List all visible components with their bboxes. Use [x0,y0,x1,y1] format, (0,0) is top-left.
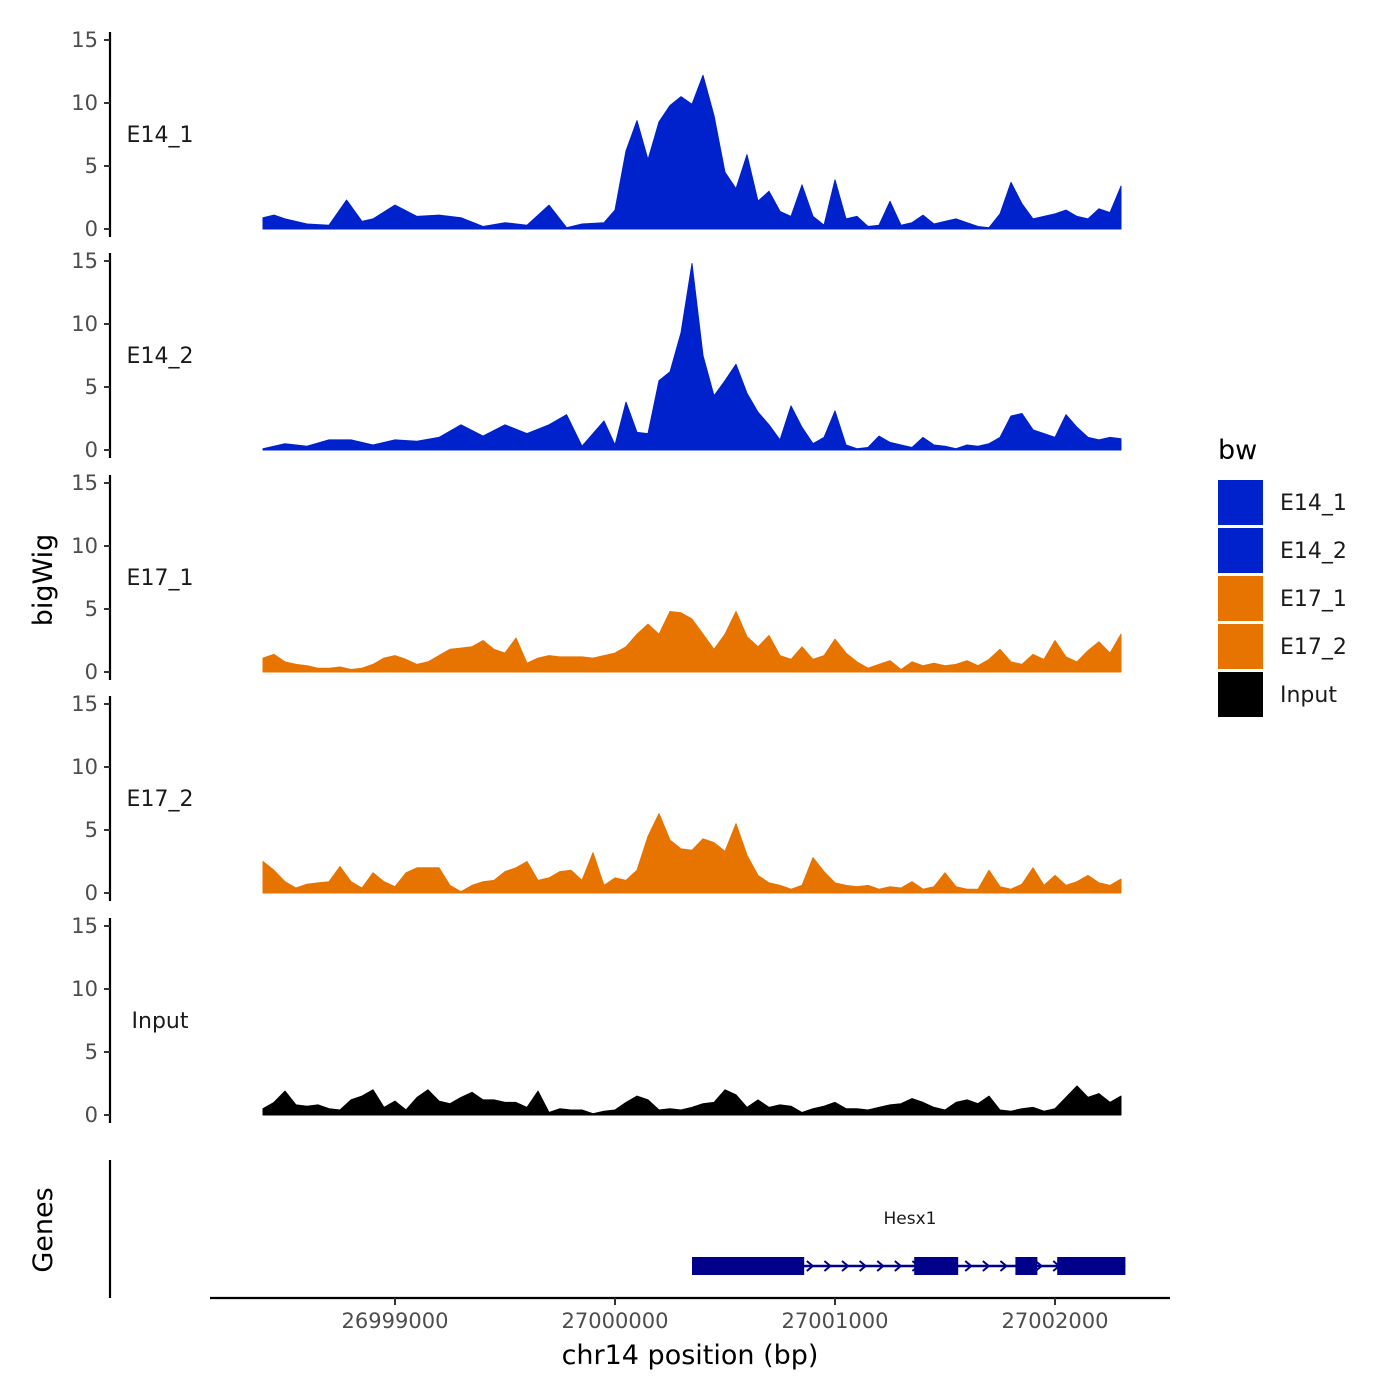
strand-chevron [999,1260,1008,1272]
legend-swatch [1218,624,1263,669]
track-label: E14_2 [127,344,194,369]
track-e17-2: 0 5 10 15 E17_2 [71,692,1122,905]
x-tick-label: 27001000 [782,1309,889,1333]
track-e17-1: 0 5 10 15 E17_1 [71,471,1122,684]
track-e14-1: 0 5 10 15 E14_1 [71,28,1122,241]
coverage-area [262,611,1122,673]
coverage-area [262,263,1122,451]
track-e14-2: 0 5 10 15 E14_2 [71,249,1122,462]
track-input: 0 5 10 15 Input [71,914,1122,1127]
coverage-tracks: 0 5 10 15 E14_1 0 5 10 15 E14_2 0 5 10 15 E17_1 0 5 10 15 E… [71,28,1122,1127]
strand-chevron [982,1260,991,1272]
gene-exon [692,1257,805,1275]
strand-chevron [1034,1260,1044,1272]
legend-swatch [1218,480,1263,525]
legend-label: Input [1280,683,1337,708]
y-axis-title: bigWig [28,534,59,627]
y-tick-label: 15 [71,692,98,716]
y-tick-label: 5 [85,375,98,399]
y-tick-label: 0 [85,1103,98,1127]
legend-swatch [1218,672,1263,717]
y-tick-label: 5 [85,154,98,178]
y-tick-label: 10 [71,534,98,558]
x-axis: 26999000 27000000 27001000 27002000 [210,1296,1170,1333]
legend-swatch [1218,576,1263,621]
strand-chevron [964,1260,973,1272]
track-label: E14_1 [127,123,194,148]
y-tick-label: 10 [71,312,98,336]
legend-title: bw [1218,435,1257,466]
coverage-area [262,1085,1122,1116]
strand-chevron [858,1260,868,1272]
y-tick-label: 5 [85,818,98,842]
legend-swatch [1218,528,1263,573]
legend-label: E14_1 [1280,491,1347,516]
legend-label: E17_1 [1280,587,1347,612]
y-tick-label: 5 [85,1040,98,1064]
track-label: Input [132,1009,189,1034]
y-tick-label: 0 [85,881,98,905]
strand-chevron [841,1260,850,1272]
strand-chevron [894,1260,903,1272]
coverage-area [262,813,1122,894]
track-label: E17_2 [127,787,194,812]
gene-exon [914,1257,959,1275]
y-tick-label: 15 [71,28,98,52]
strand-chevron [806,1260,815,1272]
strand-chevron [823,1260,832,1272]
track-label: E17_1 [127,566,194,591]
x-axis-title: chr14 position (bp) [562,1340,819,1371]
y-tick-label: 5 [85,597,98,621]
x-tick-label: 27002000 [1002,1309,1109,1333]
x-tick-label: 26999000 [342,1309,449,1333]
gene-track: Hesx1 [108,1160,1126,1298]
legend-label: E14_2 [1280,539,1347,564]
strand-chevron [876,1260,885,1272]
y-tick-label: 10 [71,977,98,1001]
y-tick-label: 10 [71,91,98,115]
gene-exon [1057,1257,1126,1275]
gene-exon [1015,1257,1038,1275]
x-tick-label: 27000000 [562,1309,669,1333]
y-tick-label: 10 [71,755,98,779]
coverage-area [262,74,1122,230]
gene-name-label: Hesx1 [884,1209,937,1229]
legend-label: E17_2 [1280,635,1347,660]
y-tick-label: 0 [85,438,98,462]
genes-axis-title: Genes [28,1187,59,1272]
y-tick-label: 15 [71,471,98,495]
y-tick-label: 15 [71,249,98,273]
y-tick-label: 0 [85,660,98,684]
y-tick-label: 15 [71,914,98,938]
legend: bw E14_1 E14_2 E17_1 E17_2 Input [1218,435,1347,717]
y-tick-label: 0 [85,217,98,241]
